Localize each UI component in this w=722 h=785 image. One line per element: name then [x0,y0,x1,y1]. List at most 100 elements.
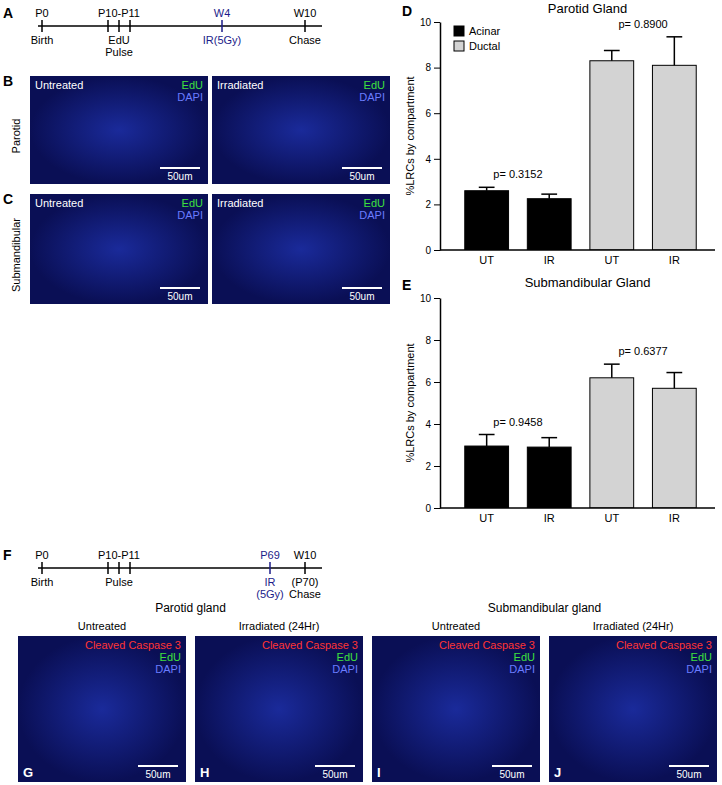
micrograph [18,636,186,782]
bar [590,378,634,508]
timeline-tick [41,20,43,32]
tick-label: UT [604,254,619,266]
chart-title: Parotid Gland [548,1,628,16]
tick: 6 [425,377,440,388]
timeline-label: W10 [294,7,317,19]
timeline-label: IR(5Gy) [203,34,242,46]
timeline-label: P10-P11 [98,7,140,19]
error-bar [486,435,488,447]
image-row: BParotid [3,73,22,153]
image-title: Irradiated (24Hr) [593,620,674,632]
tick: IR [669,250,680,266]
timeline-tick [304,562,306,574]
error-cap [541,193,557,195]
bar [527,447,571,508]
tick: 4 [425,154,440,165]
tick-mark [434,298,440,299]
tick: IR [544,250,555,266]
timeline-label: (5Gy) [256,588,284,600]
micrograph-panel: UntreatedEdUDAPI50um [30,194,208,304]
axis-title: %LRCs by compartment [404,343,416,462]
channel-label: EdU [364,197,385,209]
bar [652,388,696,508]
channel-label: Cleaved Caspase 3 [85,639,181,651]
error-cap [666,36,682,38]
axis-line [440,507,715,509]
channel-label: EdU [160,651,181,663]
image-row: CSubmandibular [3,191,22,292]
tick-label: 0 [425,245,431,256]
legend-swatch [454,41,464,51]
image-title: Irradiated [217,79,263,91]
axis-line [440,23,442,251]
scale-bar [669,765,709,767]
bar [590,61,634,250]
panel-label: E [402,277,411,293]
tick-label: 0 [425,503,431,514]
timeline-label: (P70) [292,576,319,588]
panel-label: I [377,765,381,780]
micrograph-panel: IrradiatedEdUDAPI50um [212,76,390,184]
row-label: Parotid [10,119,22,154]
axis-title: %LRCs by compartment [404,76,416,195]
tick-mark [434,424,440,425]
p-value: p= 0.9458 [493,416,542,428]
tick-label: 8 [425,335,431,346]
channel-label: Cleaved Caspase 3 [262,639,358,651]
timeline-label: Birth [31,34,54,46]
timeline-label: Birth [31,576,54,588]
micrograph-panel: IrradiatedEdUDAPI50um [212,194,390,304]
image-title: Irradiated [217,197,263,209]
image-title: Untreated [78,620,126,632]
panel-label: A [3,5,13,21]
tick: 10 [420,17,440,28]
tick-label: IR [544,512,555,524]
tick-label: 2 [425,461,431,472]
channel-label: DAPI [359,91,385,103]
scale-bar [315,765,355,767]
group-title: Parotid gland [155,601,226,615]
legend: AcinarDuctal [454,25,501,52]
image-title: Untreated [432,620,480,632]
tick-mark [434,382,440,383]
tick-label: UT [479,254,494,266]
row-label: Submandibular [10,218,22,292]
error-cap [541,437,557,439]
tick-label: 4 [425,154,431,165]
channel-label: DAPI [359,209,385,221]
tick: 0 [425,245,440,256]
image-title: Irradiated (24Hr) [239,620,320,632]
y-axis: 0246810 [420,17,441,256]
scale-bar [342,287,382,289]
tick: 10 [420,293,440,304]
background [0,0,722,785]
tick: IR [544,508,555,524]
tick-mark [434,508,440,509]
scale-bar [160,167,200,169]
timeline-tick [118,562,120,574]
tick: UT [479,250,494,266]
axis-line [440,249,715,251]
channel-label: EdU [182,79,203,91]
timeline-tick [269,562,271,574]
micrograph-panel: Cleaved Caspase 3EdUDAPI50umG [18,636,186,782]
image-group: Parotid gland Untreated Irradiated (24Hr) [78,601,320,632]
channel-label: DAPI [332,663,358,675]
axis-line [440,299,442,509]
tick-mark [434,113,440,114]
bar-chart: ESubmandibular Gland%LRCs by compartment… [402,275,715,524]
timeline-label: P10-P11 [98,549,140,561]
channel-label: DAPI [155,663,181,675]
timeline-tick [129,20,131,32]
scale-bar-label: 50um [349,171,374,182]
micrograph [212,76,390,184]
timeline-label: Chase [289,588,321,600]
micrograph-panel: Cleaved Caspase 3EdUDAPI50umJ [549,636,717,782]
channel-label: DAPI [686,663,712,675]
tick-label: 6 [425,108,431,119]
error-cap [604,50,620,52]
micrograph [30,76,208,184]
image-title: Untreated [35,197,83,209]
timeline-tick [118,20,120,32]
tick: UT [479,508,494,524]
